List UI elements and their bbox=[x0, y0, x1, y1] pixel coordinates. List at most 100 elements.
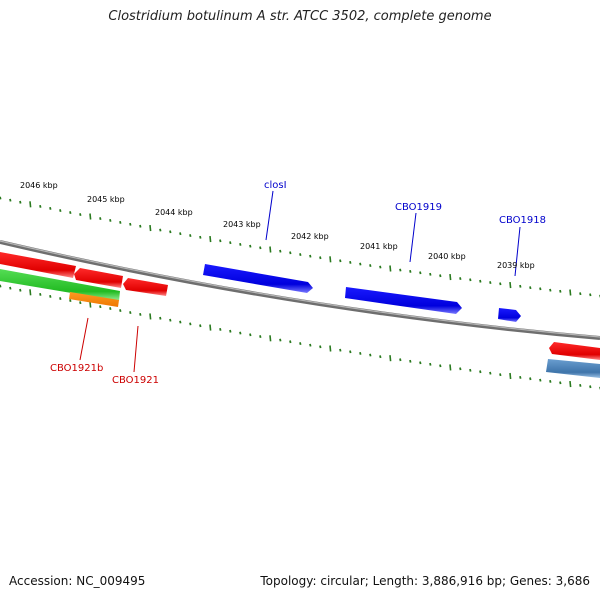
genome-backbone-highlight bbox=[0, 240, 600, 338]
outer-scale-minor-tick bbox=[499, 282, 502, 286]
outer-scale-minor-tick bbox=[529, 286, 532, 290]
gene-red-1[interactable] bbox=[0, 252, 76, 278]
outer-scale-major-tick bbox=[449, 274, 452, 281]
inner-scale-minor-tick bbox=[79, 301, 82, 305]
inner-scale-minor-tick bbox=[229, 329, 232, 333]
inner-scale-major-tick bbox=[29, 289, 32, 296]
outer-scale-minor-tick bbox=[589, 293, 592, 297]
inner-scale-minor-tick bbox=[379, 355, 382, 359]
outer-scale-major-tick bbox=[29, 201, 32, 208]
gene-label-CBO1919[interactable]: CBO1919 bbox=[395, 202, 442, 213]
genome-backbone bbox=[0, 240, 600, 340]
inner-scale-minor-tick bbox=[579, 383, 582, 387]
outer-scale-minor-tick bbox=[109, 218, 112, 222]
outer-scale-minor-tick bbox=[479, 279, 482, 283]
outer-scale-major-tick bbox=[329, 256, 332, 263]
gene-red-right[interactable] bbox=[549, 342, 600, 360]
inner-scale-major-tick bbox=[449, 364, 452, 371]
inner-scale-minor-tick bbox=[499, 373, 502, 377]
gene-red-2[interactable] bbox=[74, 268, 123, 288]
outer-scale-minor-tick bbox=[549, 288, 552, 292]
inner-scale-major-tick bbox=[329, 345, 332, 352]
accession-text: Accession: NC_009495 bbox=[9, 574, 146, 588]
gene-label-CBO1921b[interactable]: CBO1921b bbox=[50, 363, 103, 374]
outer-scale-minor-tick bbox=[429, 272, 432, 276]
kbp-label-2045: 2045 kbp bbox=[87, 195, 125, 204]
outer-scale-minor-tick bbox=[39, 204, 42, 208]
outer-scale-minor-tick bbox=[469, 278, 472, 282]
outer-scale-minor-tick bbox=[319, 256, 322, 260]
inner-scale-minor-tick bbox=[9, 286, 12, 290]
inner-scale-minor-tick bbox=[219, 327, 222, 331]
inner-scale-minor-tick bbox=[519, 375, 522, 379]
outer-scale-major-tick bbox=[149, 225, 152, 232]
inner-scale-minor-tick bbox=[319, 345, 322, 349]
gene-closI[interactable] bbox=[203, 264, 313, 293]
outer-scale-minor-tick bbox=[59, 209, 62, 213]
outer-scale-minor-tick bbox=[99, 217, 102, 221]
outer-scale-minor-tick bbox=[0, 196, 2, 200]
leader-closI bbox=[265, 190, 274, 241]
inner-scale-minor-tick bbox=[589, 385, 592, 389]
feature-green-CBO1921b[interactable] bbox=[0, 269, 120, 301]
leader-CBO1918 bbox=[514, 226, 521, 277]
inner-scale-major-tick bbox=[389, 355, 392, 362]
outer-scale-minor-tick bbox=[519, 284, 522, 288]
gene-label-closI[interactable]: closI bbox=[264, 180, 287, 191]
feature-steelblue[interactable] bbox=[546, 359, 600, 378]
inner-scale-major-tick bbox=[269, 335, 272, 342]
inner-scale-minor-tick bbox=[199, 324, 202, 328]
genome-summary-text: Topology: circular; Length: 3,886,916 bp… bbox=[260, 574, 590, 588]
inner-scale-major-tick bbox=[509, 372, 512, 380]
outer-scale-major-tick bbox=[389, 265, 392, 272]
gene-CBO1921[interactable] bbox=[123, 278, 168, 296]
outer-scale-minor-tick bbox=[279, 249, 282, 253]
outer-scale-minor-tick bbox=[379, 265, 382, 269]
leader-CBO1919 bbox=[409, 212, 417, 263]
outer-scale-minor-tick bbox=[349, 260, 352, 264]
feature-orange[interactable] bbox=[69, 292, 119, 307]
gene-label-CBO1921[interactable]: CBO1921 bbox=[112, 375, 159, 386]
outer-scale-minor-tick bbox=[399, 268, 402, 272]
outer-scale-minor-tick bbox=[229, 241, 232, 245]
outer-scale-major-tick bbox=[269, 246, 272, 253]
gene-label-CBO1918[interactable]: CBO1918 bbox=[499, 215, 546, 226]
kbp-label-2043: 2043 kbp bbox=[223, 220, 261, 229]
kbp-label-2044: 2044 kbp bbox=[155, 208, 193, 217]
outer-scale-minor-tick bbox=[459, 277, 462, 281]
inner-scale-minor-tick bbox=[459, 367, 462, 371]
outer-scale-minor-tick bbox=[79, 213, 82, 217]
outer-scale-minor-tick bbox=[309, 254, 312, 258]
inner-scale-minor-tick bbox=[109, 307, 112, 311]
kbp-label-2040: 2040 kbp bbox=[428, 252, 466, 261]
outer-scale-major-tick bbox=[89, 213, 92, 220]
gene-CBO1918[interactable] bbox=[498, 308, 521, 322]
outer-scale-minor-tick bbox=[339, 259, 342, 263]
outer-scale-minor-tick bbox=[289, 251, 292, 255]
outer-scale-major-tick bbox=[209, 236, 212, 243]
inner-scale-minor-tick bbox=[39, 292, 42, 296]
map-title: Clostridium botulinum A str. ATCC 3502, … bbox=[108, 9, 492, 24]
inner-scale-minor-tick bbox=[139, 312, 142, 316]
outer-scale-minor-tick bbox=[359, 262, 362, 266]
inner-scale-minor-tick bbox=[239, 331, 242, 335]
inner-scale-minor-tick bbox=[69, 299, 72, 303]
inner-scale-minor-tick bbox=[249, 333, 252, 337]
outer-scale-minor-tick bbox=[409, 269, 412, 273]
outer-scale-minor-tick bbox=[69, 211, 72, 215]
outer-scale-minor-tick bbox=[139, 224, 142, 228]
inner-scale-minor-tick bbox=[99, 305, 102, 309]
outer-scale-minor-tick bbox=[239, 242, 242, 246]
inner-scale-major-tick bbox=[209, 324, 212, 331]
leader-CBO1921 bbox=[133, 325, 139, 373]
outer-scale-minor-tick bbox=[179, 232, 182, 236]
inner-scale-minor-tick bbox=[289, 340, 292, 344]
inner-scale-minor-tick bbox=[129, 311, 132, 315]
inner-scale-minor-tick bbox=[259, 335, 262, 339]
inner-scale-minor-tick bbox=[349, 350, 352, 354]
gene-CBO1919[interactable] bbox=[345, 287, 462, 314]
outer-scale-minor-tick bbox=[419, 271, 422, 275]
inner-scale-minor-tick bbox=[59, 297, 62, 301]
inner-scale-minor-tick bbox=[339, 348, 342, 352]
